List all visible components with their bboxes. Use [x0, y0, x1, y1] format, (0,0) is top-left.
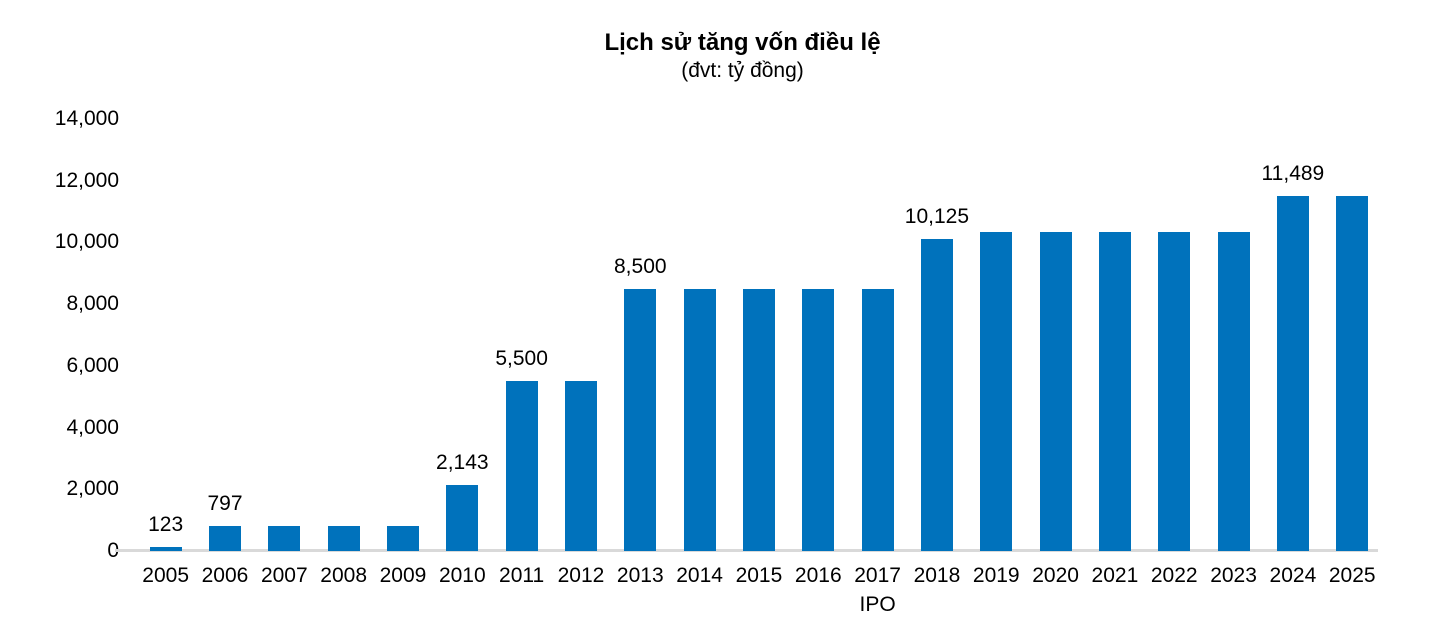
bar: [1217, 232, 1250, 551]
bar: [1098, 232, 1131, 551]
x-axis-tick-label: 2014: [676, 564, 723, 587]
bar-value-label: 123: [148, 513, 184, 536]
bar-column-2017: 2017 IPO: [848, 119, 907, 616]
bar-column-2011: 5,500 2011: [492, 119, 551, 587]
bar: [446, 485, 479, 551]
bar-value-label: 11,489: [1261, 162, 1325, 185]
y-axis-tick-label: 14,000: [54, 107, 119, 130]
bar: [1158, 232, 1191, 551]
bar-column-2020: 2020: [1026, 119, 1085, 587]
y-axis-tick-label: 8,000: [66, 292, 119, 316]
x-axis-tick-label: 2015: [735, 564, 783, 587]
bar-column-2016: 2016: [789, 119, 848, 587]
bar-column-2006: 797 2006: [195, 119, 254, 587]
x-axis-tick-label: 2007: [260, 564, 308, 587]
bar-value-label: 8,500: [614, 255, 667, 278]
bar: [268, 526, 301, 551]
bar-column-2025: 2025: [1323, 119, 1382, 587]
y-axis: 0 2,000 4,000 6,000 8,000 10,000 12,000 14,000: [0, 107, 119, 562]
x-axis-tick-label: 2022: [1150, 564, 1198, 587]
bar: [564, 381, 597, 551]
x-axis-tick-label: 2019: [972, 564, 1020, 587]
bar: [683, 289, 716, 551]
y-axis-tick-label: 0: [107, 539, 119, 562]
bar: [624, 289, 657, 551]
bar-value-label: 10,125: [904, 205, 970, 228]
chart-subtitle: (đvt: tỷ đồng): [681, 59, 804, 82]
x-axis-tick-label: 2020: [1032, 564, 1079, 587]
bar: [149, 547, 182, 551]
x-axis-tick-label: 2010: [438, 564, 486, 587]
x-axis-tick-label: 2018: [913, 564, 961, 587]
x-axis-tick-label: 2009: [379, 564, 427, 587]
bar: [386, 526, 419, 551]
x-axis-annotation-ipo: IPO: [859, 593, 896, 616]
bar: [505, 381, 538, 551]
bar: [802, 289, 835, 551]
y-axis-tick-label: 2,000: [66, 477, 119, 501]
y-axis-tick-label: 12,000: [54, 168, 119, 192]
bar-column-2022: 2022: [1145, 119, 1204, 587]
bar-value-label: 797: [207, 492, 243, 515]
y-axis-tick-label: 4,000: [66, 415, 119, 439]
x-axis-tick-label: 2012: [557, 564, 605, 587]
bar: [920, 239, 953, 551]
y-axis-tick-label: 10,000: [54, 230, 119, 254]
bar-column-2021: 2021: [1085, 119, 1144, 587]
bar-column-2013: 8,500 2013: [611, 119, 670, 587]
bar-column-2007: 2007: [255, 119, 314, 587]
bar-column-2009: 2009: [373, 119, 432, 587]
bar: [208, 526, 241, 551]
y-axis-tick-label: 6,000: [66, 353, 119, 377]
chart-title: Lịch sử tăng vốn điều lệ: [604, 29, 881, 56]
bar: [742, 289, 775, 551]
bar-column-2018: 10,125 2018: [904, 119, 970, 587]
bar: [327, 526, 360, 551]
bar-column-2015: 2015: [729, 119, 788, 587]
x-axis-tick-label: 2006: [201, 564, 249, 587]
bar: [1336, 196, 1369, 551]
bar: [1039, 232, 1072, 551]
bar: [1276, 196, 1309, 551]
plot-area: 123 2005 797 2006 2007 2008 2009 2,143 2010 5,500…: [136, 119, 1382, 616]
x-axis-tick-label: 2013: [616, 564, 664, 587]
bar-column-2024: 11,489 2024: [1261, 119, 1325, 587]
bar-column-2019: 2019: [967, 119, 1026, 587]
bar-column-2023: 2023: [1204, 119, 1263, 587]
x-axis-tick-label: 2016: [794, 564, 842, 587]
x-axis-tick-label: 2021: [1091, 564, 1139, 587]
x-axis-tick-label: 2005: [142, 564, 190, 587]
x-axis-tick-label: 2008: [320, 564, 367, 587]
bar-column-2008: 2008: [314, 119, 373, 587]
bar-column-2010: 2,143 2010: [433, 119, 492, 587]
x-axis-tick-label: 2017: [854, 564, 901, 587]
bar-column-2012: 2012: [551, 119, 610, 587]
bar-value-label: 5,500: [495, 347, 548, 370]
chart-header: Lịch sử tăng vốn điều lệ (đvt: tỷ đồng): [40, 28, 1445, 84]
bar-value-label: 2,143: [436, 451, 489, 474]
x-axis-tick-label: 2025: [1328, 564, 1376, 587]
x-axis-tick-label: 2011: [499, 564, 545, 587]
bar: [980, 232, 1013, 551]
bar-column-2014: 2014: [670, 119, 729, 587]
x-axis-tick-label: 2023: [1210, 564, 1257, 587]
x-axis-tick-label: 2024: [1269, 564, 1317, 587]
bar-column-2005: 123 2005: [136, 119, 195, 587]
bar: [861, 289, 894, 551]
